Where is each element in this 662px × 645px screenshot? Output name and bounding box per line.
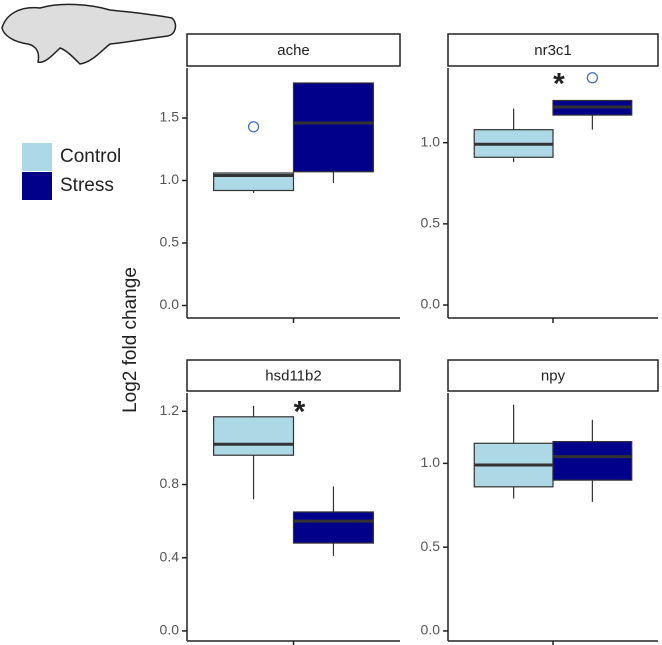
y-tick-label: 0.0: [160, 622, 180, 638]
y-tick-label: 0.8: [160, 475, 180, 491]
y-tick-label: 1.0: [421, 454, 441, 470]
facet-strip: [447, 33, 659, 67]
y-tick-label: 1.0: [421, 133, 441, 149]
box: [213, 416, 295, 456]
legend-label: Control: [60, 146, 121, 167]
y-tick-label: 1.5: [160, 109, 180, 125]
y-tick-label: 1.2: [160, 402, 180, 418]
facet-strip: [186, 359, 401, 392]
box: [552, 440, 633, 481]
y-tick-label: 0.0: [160, 296, 180, 312]
box: [213, 172, 295, 192]
y-tick-label: 1.0: [160, 171, 180, 187]
fish-icon: [1, 3, 177, 65]
y-tick-label: 0.5: [421, 215, 441, 231]
facet-strip: [447, 359, 659, 392]
legend-label: Stress: [60, 175, 114, 196]
facet-strip: [186, 33, 401, 67]
y-tick-label: 0.0: [421, 622, 441, 638]
box: [292, 511, 374, 544]
facet-title: hsd11b2: [265, 367, 321, 384]
facet-title: ache: [277, 42, 310, 59]
facet-title: nr3c1: [534, 42, 572, 59]
legend-swatch: [22, 143, 52, 171]
y-tick-label: 0.4: [160, 548, 180, 564]
outlier: [247, 121, 260, 133]
y-tick-label: 0.5: [160, 234, 180, 250]
outlier: [586, 72, 599, 84]
y-axis-title: Log2 fold change: [120, 267, 141, 413]
facet-title: npy: [541, 367, 566, 384]
y-tick-label: 0.0: [421, 296, 441, 312]
legend-swatch: [22, 172, 52, 200]
box: [292, 82, 374, 173]
significance-marker: *: [294, 396, 306, 429]
significance-marker: *: [553, 68, 565, 101]
y-tick-label: 0.5: [421, 538, 441, 554]
